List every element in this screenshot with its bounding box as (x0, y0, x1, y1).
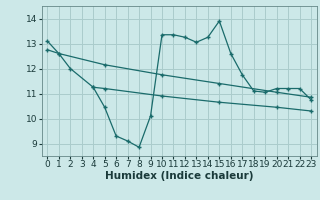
X-axis label: Humidex (Indice chaleur): Humidex (Indice chaleur) (105, 171, 253, 181)
